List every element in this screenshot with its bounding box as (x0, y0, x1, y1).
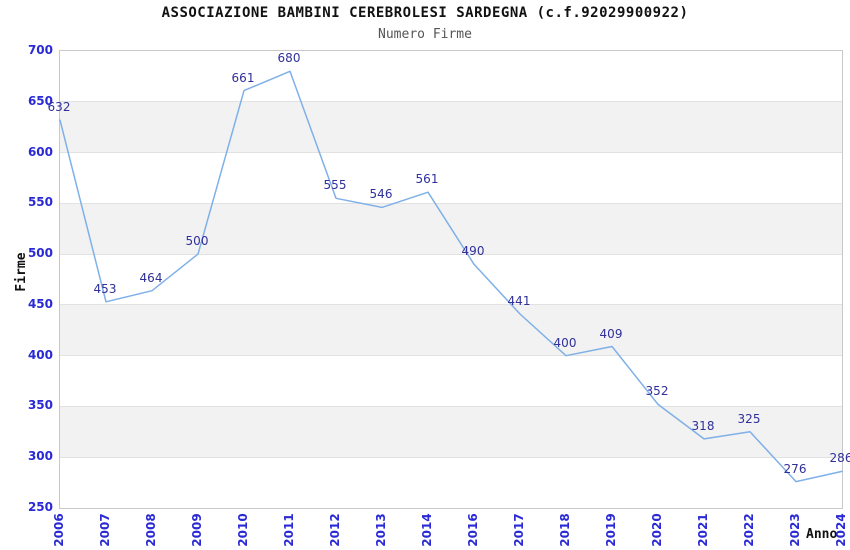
y-tick-label: 350 (27, 398, 53, 413)
gridline (60, 405, 842, 407)
data-point-label: 352 (645, 384, 669, 399)
y-tick-label: 250 (27, 500, 53, 514)
chart-title: ASSOCIAZIONE BAMBINI CEREBROLESI SARDEGN… (161, 5, 689, 21)
y-tick-label: 400 (27, 347, 53, 362)
gridline (60, 152, 842, 154)
data-point-label: 325 (737, 411, 761, 426)
x-tick-label: 2008 (144, 513, 158, 547)
chart-subtitle: Numero Firme (378, 27, 472, 42)
data-point-label: 546 (369, 187, 393, 202)
data-point-label: 500 (185, 234, 209, 249)
data-point-label: 561 (415, 172, 439, 187)
x-tick-label: 2014 (420, 513, 434, 547)
data-point-label: 286 (829, 451, 850, 466)
data-point-label: 276 (783, 461, 807, 476)
gridline (60, 101, 842, 103)
data-point-label: 400 (553, 335, 577, 350)
data-point-label: 318 (691, 418, 715, 433)
data-point-label: 632 (47, 100, 71, 115)
x-tick-label: 2017 (512, 513, 526, 547)
x-tick-label: 2024 (834, 513, 848, 547)
x-tick-label: 2007 (98, 513, 112, 547)
x-tick-label: 2010 (236, 513, 250, 547)
x-tick-label: 2023 (788, 513, 802, 547)
x-tick-label: 2020 (650, 513, 664, 547)
data-point-label: 661 (231, 70, 255, 85)
data-point-label: 464 (139, 270, 163, 285)
plot-area (59, 50, 843, 509)
x-tick-label: 2016 (466, 513, 480, 547)
data-point-label: 409 (599, 326, 623, 341)
gridline (60, 202, 842, 204)
gridline (60, 456, 842, 458)
x-tick-label: 2022 (742, 513, 756, 547)
x-tick-label: 2018 (558, 513, 572, 547)
y-tick-label: 600 (27, 144, 53, 159)
x-tick-label: 2019 (604, 513, 618, 547)
x-tick-label: 2011 (282, 513, 296, 547)
grid-band (60, 406, 842, 458)
grid-band (60, 101, 842, 153)
gridline (60, 253, 842, 255)
x-tick-label: 2013 (374, 513, 388, 547)
gridline (60, 355, 842, 357)
x-tick-label: 2021 (696, 513, 710, 547)
data-point-label: 680 (277, 51, 301, 66)
x-tick-label: 2012 (328, 513, 342, 547)
x-tick-label: 2009 (190, 513, 204, 547)
y-tick-label: 700 (27, 43, 53, 57)
grid-band (60, 304, 842, 356)
x-tick-label: 2006 (52, 513, 66, 547)
data-point-label: 555 (323, 178, 347, 193)
y-tick-label: 550 (27, 195, 53, 210)
y-tick-label: 500 (27, 246, 53, 261)
x-axis-title: Anno (806, 527, 838, 542)
y-tick-label: 650 (27, 93, 53, 108)
y-tick-label: 450 (27, 296, 53, 311)
data-point-label: 490 (461, 244, 485, 259)
data-point-label: 441 (507, 294, 531, 309)
gridline (60, 304, 842, 306)
chart-line-svg (59, 70, 843, 483)
series-line (59, 70, 843, 483)
y-tick-label: 300 (27, 449, 53, 464)
data-point-label: 453 (93, 281, 117, 296)
